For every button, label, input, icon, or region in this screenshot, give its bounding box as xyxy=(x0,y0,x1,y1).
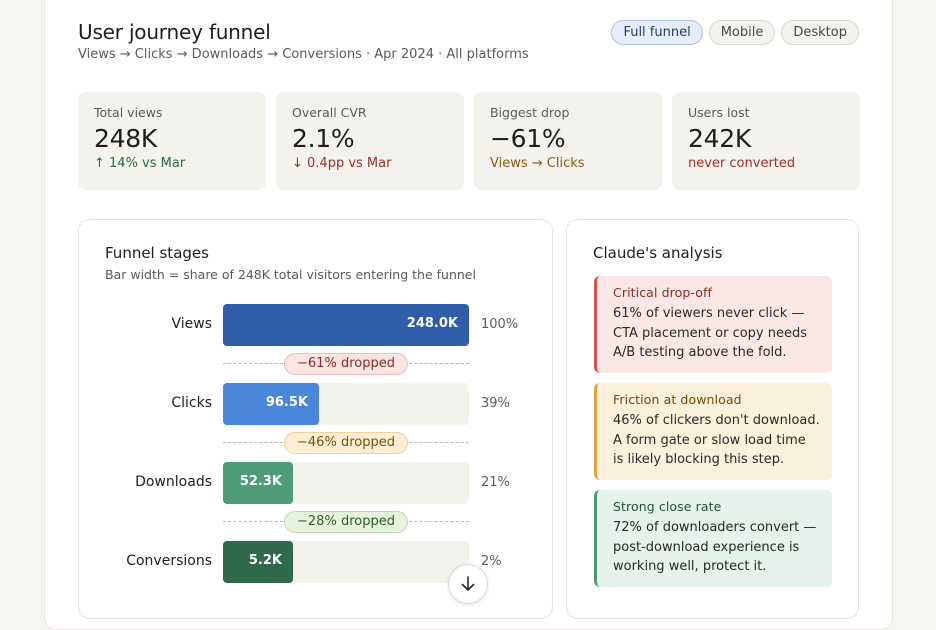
stage-label: Views xyxy=(171,316,212,332)
stage-track: 96.5K xyxy=(223,383,469,425)
funnel-stage-downloads: Downloads 52.3K 21% xyxy=(79,462,554,504)
stage-value: 52.3K xyxy=(239,474,282,489)
stage-bar[interactable]: 248.0K xyxy=(223,304,469,346)
dash-divider xyxy=(223,363,283,364)
funnel-panel: Funnel stages Bar width = share of 248K … xyxy=(78,219,553,619)
insight-critical: Critical drop-off 61% of viewers never c… xyxy=(594,276,832,373)
stage-track: 5.2K xyxy=(223,541,469,583)
scroll-down-button[interactable] xyxy=(448,564,488,604)
drop-row: −61% dropped xyxy=(223,353,469,375)
filter-full-funnel[interactable]: Full funnel xyxy=(611,20,703,45)
funnel-stage-conversions: Conversions 5.2K 2% xyxy=(79,541,554,583)
insight-title: Strong close rate xyxy=(613,499,722,514)
page-title: User journey funnel xyxy=(78,20,271,44)
insight-title: Critical drop-off xyxy=(613,285,712,300)
funnel-subtitle: Bar width = share of 248K total visitors… xyxy=(105,267,476,282)
insight-body: 46% of clickers don't download. A form g… xyxy=(613,413,820,467)
kpi-delta: ↓ 0.4pp vs Mar xyxy=(292,156,392,171)
insight-title: Friction at download xyxy=(613,392,742,407)
kpi-label: Biggest drop xyxy=(490,105,570,120)
dash-divider xyxy=(409,363,469,364)
arrow-down-icon xyxy=(461,576,475,591)
stage-label: Clicks xyxy=(171,395,212,411)
filter-chips: Full funnel Mobile Desktop xyxy=(611,20,859,45)
kpi-label: Total views xyxy=(94,105,163,120)
kpi-total-views: Total views 248K ↑ 14% vs Mar xyxy=(78,92,266,190)
stage-pct: 100% xyxy=(481,317,519,332)
stage-label: Downloads xyxy=(135,474,212,490)
dash-divider xyxy=(409,521,469,522)
stage-value: 96.5K xyxy=(265,395,308,410)
stage-value: 248.0K xyxy=(406,316,458,331)
insight-body: 61% of viewers never click — CTA placeme… xyxy=(613,306,808,360)
stage-track: 248.0K xyxy=(223,304,469,346)
kpi-overall-cvr: Overall CVR 2.1% ↓ 0.4pp vs Mar xyxy=(276,92,464,190)
drop-badge: −28% dropped xyxy=(284,511,408,533)
stage-label: Conversions xyxy=(126,553,212,569)
page-subtitle: Views → Clicks → Downloads → Conversions… xyxy=(78,47,529,62)
funnel-stage-clicks: Clicks 96.5K 39% xyxy=(79,383,554,425)
kpi-row: Total views 248K ↑ 14% vs Mar Overall CV… xyxy=(78,92,860,190)
kpi-delta: ↑ 14% vs Mar xyxy=(94,156,186,171)
kpi-value: 248K xyxy=(94,124,157,153)
kpi-delta: Views → Clicks xyxy=(490,156,585,171)
insight-close-rate: Strong close rate 72% of downloaders con… xyxy=(594,490,832,587)
dash-divider xyxy=(223,521,283,522)
funnel-title: Funnel stages xyxy=(105,244,209,262)
stage-bar[interactable]: 96.5K xyxy=(223,383,319,425)
kpi-label: Users lost xyxy=(688,105,750,120)
kpi-delta: never converted xyxy=(688,156,796,171)
stage-value: 5.2K xyxy=(248,553,282,568)
stage-pct: 21% xyxy=(481,475,510,490)
drop-row: −28% dropped xyxy=(223,511,469,533)
dash-divider xyxy=(223,442,283,443)
kpi-users-lost: Users lost 242K never converted xyxy=(672,92,860,190)
kpi-value: −61% xyxy=(490,124,566,153)
stage-pct: 2% xyxy=(481,554,502,569)
analysis-panel: Claude's analysis Critical drop-off 61% … xyxy=(566,219,859,619)
filter-mobile[interactable]: Mobile xyxy=(708,20,776,45)
kpi-label: Overall CVR xyxy=(292,105,367,120)
funnel-stage-views: Views 248.0K 100% xyxy=(79,304,554,346)
stage-track: 52.3K xyxy=(223,462,469,504)
insight-friction: Friction at download 46% of clickers don… xyxy=(594,383,832,480)
filter-desktop[interactable]: Desktop xyxy=(781,20,859,45)
drop-badge: −46% dropped xyxy=(284,432,408,454)
drop-badge: −61% dropped xyxy=(284,353,408,375)
stage-bar[interactable]: 52.3K xyxy=(223,462,293,504)
kpi-biggest-drop: Biggest drop −61% Views → Clicks xyxy=(474,92,662,190)
dash-divider xyxy=(409,442,469,443)
kpi-value: 2.1% xyxy=(292,124,355,153)
stage-bar[interactable]: 5.2K xyxy=(223,541,293,583)
kpi-value: 242K xyxy=(688,124,751,153)
stage-pct: 39% xyxy=(481,396,510,411)
insight-body: 72% of downloaders convert — post-downlo… xyxy=(613,520,817,574)
analysis-title: Claude's analysis xyxy=(593,244,723,262)
drop-row: −46% dropped xyxy=(223,432,469,454)
